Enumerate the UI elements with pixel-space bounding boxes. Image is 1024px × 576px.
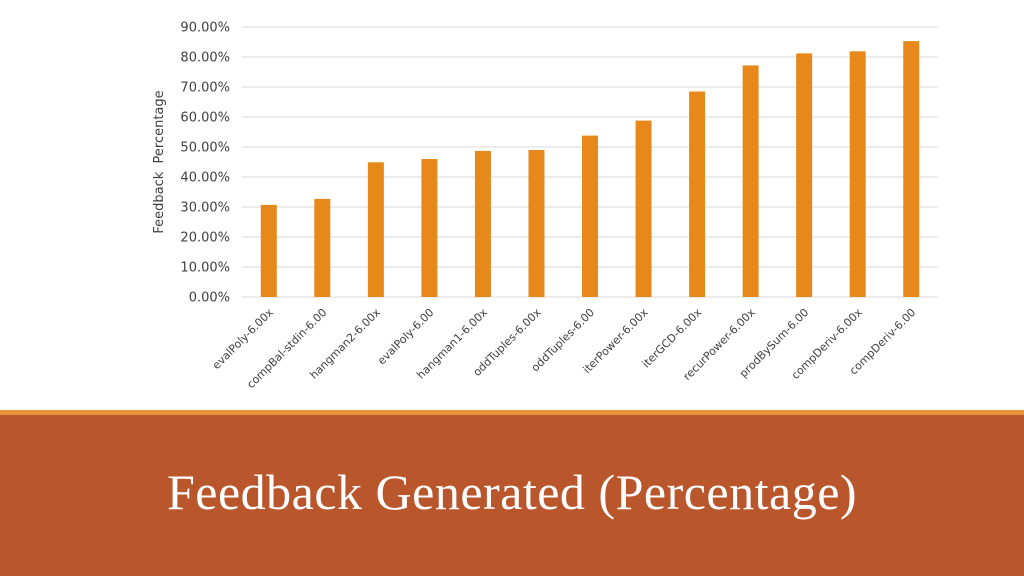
bar <box>903 41 920 297</box>
slide-title: Feedback Generated (Percentage) <box>166 463 858 520</box>
bar-chart: 0.00% 10.00% 20.00% 30.00% 40.00% 50.00% 60.00… <box>152 21 938 391</box>
bar <box>474 150 491 297</box>
y-tick-label: 20.00% <box>180 231 230 246</box>
bar <box>689 91 706 297</box>
y-tick-label: 30.00% <box>180 201 230 216</box>
bar <box>314 198 331 297</box>
bar <box>421 159 438 297</box>
bar <box>582 135 598 297</box>
y-tick-label: 60.00% <box>180 111 230 126</box>
y-tick-label: 90.00% <box>180 21 230 36</box>
y-tick-label: 50.00% <box>180 141 230 156</box>
bar <box>635 120 652 297</box>
y-tick-label: 80.00% <box>180 51 230 66</box>
bar <box>528 150 545 297</box>
bar <box>849 51 866 297</box>
accent-divider <box>0 410 1024 415</box>
y-tick-label: 40.00% <box>180 171 230 186</box>
bar <box>742 65 759 298</box>
bar <box>260 204 277 297</box>
y-axis-title: Feedback Percentage <box>152 90 167 233</box>
y-tick-label: 10.00% <box>180 261 230 276</box>
y-tick-label: 70.00% <box>180 81 230 96</box>
bar <box>796 53 813 298</box>
y-tick-label: 0.00% <box>189 291 230 306</box>
chart-area: 0.00% 10.00% 20.00% 30.00% 40.00% 50.00% 60.00… <box>152 21 938 391</box>
title-band: Feedback Generated (Percentage) <box>0 415 1024 576</box>
bar <box>367 162 384 297</box>
